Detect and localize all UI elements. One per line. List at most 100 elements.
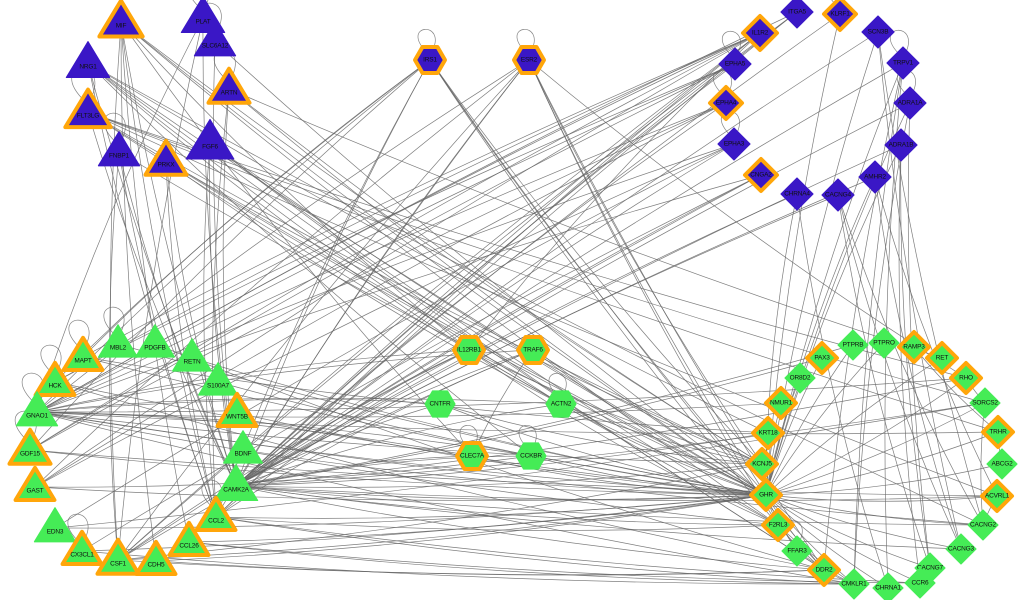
- edge: [87, 62, 767, 496]
- edge: [36, 411, 855, 585]
- self-loop-edge: [40, 344, 62, 374]
- edge: [82, 59, 431, 358]
- edge: [468, 349, 763, 465]
- edge: [191, 357, 767, 496]
- network-node-clec7a[interactable]: CLEC7A: [453, 437, 491, 475]
- edge: [528, 59, 763, 465]
- network-node-cacng4[interactable]: CACNG4: [818, 175, 858, 215]
- self-loop-edge: [67, 513, 89, 543]
- network-node-trpv1[interactable]: TRPV1: [883, 43, 923, 83]
- edge: [117, 463, 763, 561]
- edge: [235, 11, 798, 487]
- edge: [209, 142, 779, 526]
- network-node-chrna4[interactable]: CHRNA4: [777, 174, 817, 214]
- network-node-nrg1[interactable]: NRG1: [64, 39, 112, 87]
- edge: [154, 343, 825, 571]
- edge: [209, 142, 825, 571]
- edge: [36, 17, 204, 413]
- edge: [528, 59, 779, 526]
- edge: [54, 402, 986, 529]
- network-node-il12rb1[interactable]: IL12RB1: [450, 331, 488, 369]
- self-loop-edge: [784, 519, 803, 544]
- edge: [468, 349, 767, 496]
- edge: [765, 344, 854, 496]
- edge: [235, 402, 986, 487]
- edge: [913, 346, 999, 433]
- edge: [117, 59, 530, 561]
- network-node-slc6a12[interactable]: SLC6A12: [192, 19, 238, 65]
- edge: [36, 143, 735, 413]
- self-loop-edge: [548, 372, 567, 397]
- network-node-fnbp1[interactable]: FNBP1: [96, 129, 142, 175]
- edge: [165, 160, 763, 465]
- edge: [215, 516, 855, 585]
- edge: [235, 403, 441, 487]
- edge: [235, 102, 911, 487]
- network-node-prkx[interactable]: PRKX: [143, 138, 189, 184]
- edge: [120, 21, 473, 457]
- edge: [29, 449, 767, 496]
- edge: [235, 13, 841, 487]
- edge: [34, 102, 727, 488]
- self-loop-edge: [518, 424, 537, 449]
- edge: [215, 32, 761, 518]
- network-node-itga5[interactable]: ITGA5: [777, 0, 817, 32]
- edge: [853, 62, 904, 585]
- self-loop-edge: [889, 29, 909, 56]
- edge: [765, 494, 984, 526]
- edge: [560, 403, 763, 465]
- edge: [82, 32, 761, 358]
- edge: [36, 349, 470, 413]
- network-node-artn[interactable]: ARTN: [206, 66, 252, 112]
- network-node-actn2[interactable]: ACTN2: [542, 385, 580, 423]
- edge: [120, 21, 217, 518]
- edge: [36, 102, 727, 413]
- edge: [120, 21, 470, 351]
- edge: [796, 193, 889, 589]
- edge: [36, 411, 984, 526]
- edge: [54, 143, 735, 529]
- network-node-epha4[interactable]: EPHA4: [706, 83, 746, 123]
- edge: [765, 494, 921, 584]
- edge: [36, 377, 967, 413]
- edge: [54, 494, 767, 529]
- edge: [117, 11, 798, 561]
- edge: [837, 194, 984, 526]
- network-node-esr2[interactable]: ESR2: [510, 41, 548, 79]
- edge: [235, 344, 854, 487]
- self-loop-edge: [417, 28, 436, 53]
- network-node-amhr2[interactable]: AMHR2: [855, 157, 895, 197]
- network-node-irs1[interactable]: IRS1: [411, 41, 449, 79]
- network-node-ccr6[interactable]: CCR6: [901, 564, 939, 600]
- network-node-cdh5[interactable]: CDH5: [134, 539, 178, 583]
- edge: [34, 32, 761, 488]
- network-node-traf6[interactable]: TRAF6: [514, 331, 552, 369]
- edge: [235, 174, 762, 487]
- edge: [765, 463, 1003, 496]
- network-node-cmklr1[interactable]: CMKLR1: [835, 565, 873, 600]
- edge: [765, 431, 999, 496]
- network-node-cnga2[interactable]: CNGA2: [741, 155, 781, 195]
- edge: [34, 486, 767, 501]
- network-node-cntfr[interactable]: CNTFR: [421, 385, 459, 423]
- network-node-epha5[interactable]: EPHA5: [715, 44, 755, 84]
- edge: [765, 342, 885, 496]
- edge: [765, 357, 943, 496]
- network-node-cckbr[interactable]: CCKBR: [512, 437, 550, 475]
- edge: [874, 176, 998, 497]
- network-node-gast[interactable]: GAST: [13, 465, 57, 509]
- self-loop-edge: [516, 28, 535, 53]
- edge: [235, 485, 767, 501]
- network-node-fgf6[interactable]: FGF6: [184, 117, 236, 169]
- network-node-adra1a[interactable]: ADRA1A: [890, 83, 930, 123]
- edge: [765, 494, 855, 585]
- self-loop-edge: [712, 69, 732, 96]
- edge: [468, 32, 761, 351]
- network-node-klrf1[interactable]: KLRF1: [820, 0, 860, 34]
- edge: [765, 377, 967, 496]
- edge: [235, 485, 998, 502]
- edge: [215, 11, 798, 518]
- edge: [120, 21, 237, 487]
